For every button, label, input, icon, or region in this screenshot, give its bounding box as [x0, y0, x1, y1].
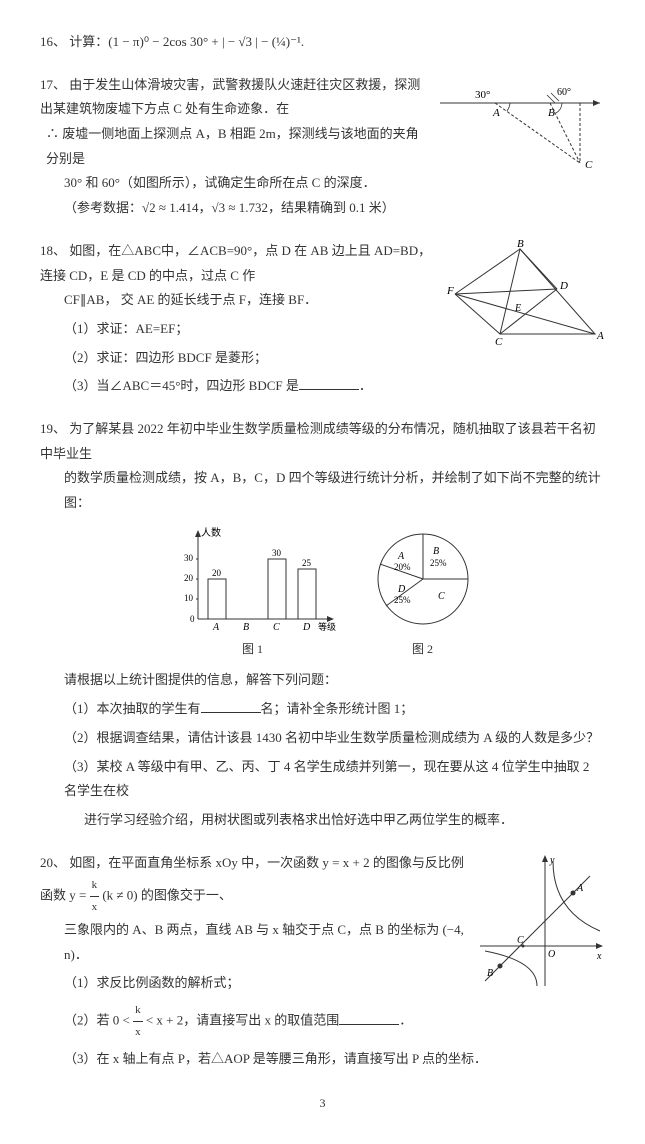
svg-text:D: D [302, 622, 311, 633]
svg-text:C: C [438, 591, 445, 602]
angle-60-label: 60° [557, 87, 571, 98]
svg-text:25: 25 [302, 558, 312, 568]
sub-q1: （1）本次抽取的学生有名；请补全条形统计图 1； [40, 697, 605, 722]
angle-30-label: 30° [475, 89, 490, 101]
line: 的数学质量检测成绩，按 A，B，C，D 四个等级进行统计分析，并绘制了如下尚不完… [40, 466, 605, 515]
svg-text:B: B [487, 968, 493, 979]
pie-caption: 图 2 [368, 638, 478, 661]
line: 如图，在△ABC中，∠ACB=90°，点 D 在 AB 边上且 AD=BD，连接… [40, 243, 431, 283]
problem-number: 19、 [40, 421, 66, 436]
point-c-label: C [585, 159, 593, 171]
svg-text:C: C [517, 935, 524, 946]
sub-q2: （2）根据调查结果，请估计该县 1430 名初中毕业生数学质量检测成绩为 A 级… [40, 726, 605, 751]
problem-17: 30° 60° A B C 17、 由于发生山体滑坡灾害，武警救援队火速赶往灾区… [40, 73, 605, 221]
svg-text:B: B [517, 239, 524, 250]
svg-text:F: F [446, 285, 454, 297]
problem-20: x y O A B C 20、 如图，在平面直角坐标系 xOy 中，一次函数 y… [40, 851, 605, 1072]
svg-text:D: D [559, 280, 568, 292]
problem-18: B D E F C A 18、 如图，在△ABC中，∠ACB=90°，点 D 在… [40, 239, 605, 399]
problem-number: 20、 [40, 855, 66, 870]
charts-row: 人数 30 20 10 0 20 30 25 A B C D 等级 [40, 524, 605, 661]
svg-text:人数: 人数 [201, 526, 221, 539]
problem-19: 19、 为了解某县 2022 年初中毕业生数学质量检测成绩等级的分布情况，随机抽… [40, 417, 605, 833]
svg-text:E: E [514, 303, 521, 314]
sub-q2: （2）求证：四边形 BDCF 是菱形； [40, 346, 605, 371]
svg-text:等级: 等级 [318, 621, 336, 632]
problem-16: 16、 计算：(1 − π)⁰ − 2cos 30° + | − √3 | − … [40, 30, 605, 55]
sub-q3: （3）在 x 轴上有点 P，若△AOP 是等腰三角形，请直接写出 P 点的坐标． [40, 1047, 605, 1072]
sub-q2: （2）若 0 < k x < x + 2，请直接写出 x 的取值范围． [40, 1000, 605, 1043]
line: 为了解某县 2022 年初中毕业生数学质量检测成绩等级的分布情况，随机抽取了该县… [40, 421, 596, 461]
svg-text:20: 20 [212, 568, 222, 578]
sub-q3: （3）当∠ABC＝45°时，四边形 BDCF 是． [40, 374, 605, 399]
figure-17: 30° 60° A B C [435, 73, 605, 173]
blank [339, 1011, 399, 1025]
bar-caption: 图 1 [168, 638, 338, 661]
point-b-label: B [548, 107, 555, 119]
svg-text:A: A [576, 883, 584, 894]
svg-text:B: B [433, 546, 439, 557]
prompt: 请根据以上统计图提供的信息，解答下列问题： [40, 668, 605, 693]
svg-text:C: C [495, 336, 503, 348]
point-a-label: A [492, 107, 500, 119]
svg-text:O: O [548, 949, 555, 960]
problem-number: 16、 [40, 34, 66, 49]
sub-q3a: （3）某校 A 等级中有甲、乙、丙、丁 4 名学生成绩并列第一，现在要从这 4 … [40, 755, 605, 804]
svg-text:B: B [243, 622, 249, 633]
svg-text:30: 30 [272, 548, 282, 558]
svg-text:x: x [596, 951, 602, 962]
svg-text:10: 10 [184, 593, 194, 603]
bar-chart: 人数 30 20 10 0 20 30 25 A B C D 等级 [168, 524, 338, 661]
blank [299, 376, 359, 390]
line: 30° 和 60°（如图所示），试确定生命所在点 C 的深度． [40, 171, 605, 196]
figure-18: B D E F C A [445, 239, 605, 349]
svg-text:D: D [397, 584, 406, 595]
page-number: 3 [40, 1092, 605, 1115]
svg-text:0: 0 [190, 614, 195, 624]
problem-number: 18、 [40, 243, 66, 258]
line: （参考数据：√2 ≈ 1.414，√3 ≈ 1.732，结果精确到 0.1 米） [40, 196, 605, 221]
svg-text:25%: 25% [394, 595, 411, 605]
pie-chart: A 20% B 25% D 25% C 图 2 [368, 524, 478, 661]
problem-number: 17、 [40, 77, 66, 92]
line: 废墟一侧地面上探测点 A，B 相距 2m，探测线与该地面的夹角分别是 [46, 126, 419, 166]
svg-text:25%: 25% [430, 558, 447, 568]
problem-text: 计算：(1 − π)⁰ − 2cos 30° + | − √3 | − (¼)⁻… [69, 34, 304, 49]
svg-text:C: C [273, 622, 280, 633]
svg-text:A: A [212, 622, 220, 633]
svg-text:30: 30 [184, 553, 194, 563]
figure-20: x y O A B C [475, 851, 605, 991]
line: (k ≠ 0) 的图像交于一、 [102, 888, 232, 903]
blank [201, 699, 261, 713]
svg-text:20%: 20% [394, 562, 411, 572]
svg-text:A: A [397, 551, 405, 562]
svg-text:y: y [549, 855, 555, 866]
line: 由于发生山体滑坡灾害，武警救援队火速赶往灾区救援，探测出某建筑物废墟下方点 C … [40, 77, 420, 117]
svg-text:20: 20 [184, 573, 194, 583]
sub-q3b: 进行学习经验介绍，用树状图或列表格求出恰好选中甲乙两位学生的概率． [40, 808, 605, 833]
svg-text:A: A [596, 330, 604, 342]
